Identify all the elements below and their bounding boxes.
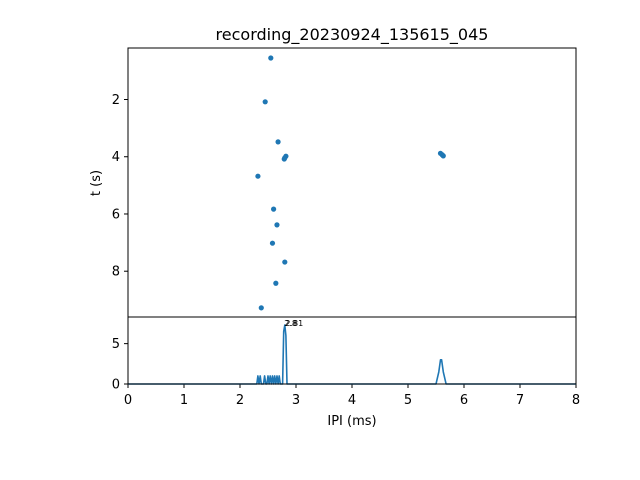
scatter-points: [255, 55, 446, 311]
chart-title: recording_20230924_135615_045: [216, 25, 489, 45]
peak-annotation-label: 2.81: [285, 319, 303, 328]
scatter-point: [282, 259, 288, 265]
scatter-point: [268, 55, 274, 61]
bottom-y-ticks: 05: [112, 337, 128, 393]
x-axis-label: IPI (ms): [327, 414, 376, 429]
histogram-frame: [127, 316, 577, 385]
x-tick-label: 6: [460, 393, 468, 408]
scatter-point: [281, 156, 287, 162]
scatter-point: [255, 173, 261, 179]
scatter-point: [273, 280, 279, 286]
scatter-point: [440, 153, 446, 159]
y-tick-label: 8: [112, 265, 120, 280]
scatter-point: [274, 222, 280, 228]
scatter-point: [275, 139, 281, 145]
scatter-point: [269, 240, 276, 246]
scatter-point: [258, 305, 264, 311]
y-tick-label: 5: [112, 337, 120, 352]
y-tick-label: 2: [112, 93, 120, 108]
x-tick-label: 2: [236, 393, 244, 408]
bottom-x-ticks: 0 1 2 3 4 5 6 7 8: [124, 384, 580, 408]
y-tick-label: 6: [112, 207, 120, 222]
x-tick-label: 5: [404, 393, 412, 408]
y-tick-label: 0: [112, 378, 120, 393]
x-tick-label: 1: [180, 393, 188, 408]
scatter-point: [262, 99, 268, 105]
x-tick-label: 7: [516, 393, 524, 408]
scatter-point: [271, 206, 277, 212]
x-tick-label: 4: [348, 393, 356, 408]
top-y-ticks: 2 4 6 8: [112, 93, 128, 280]
peak-annotations: 2.812.8: [284, 319, 303, 328]
y-tick-label: 4: [112, 150, 120, 165]
x-tick-label: 0: [124, 393, 132, 408]
x-tick-label: 8: [572, 393, 580, 408]
peak-annotation-label: 2.8: [284, 319, 297, 328]
y-axis-label-top: t (s): [89, 170, 104, 196]
x-tick-label: 3: [292, 393, 300, 408]
